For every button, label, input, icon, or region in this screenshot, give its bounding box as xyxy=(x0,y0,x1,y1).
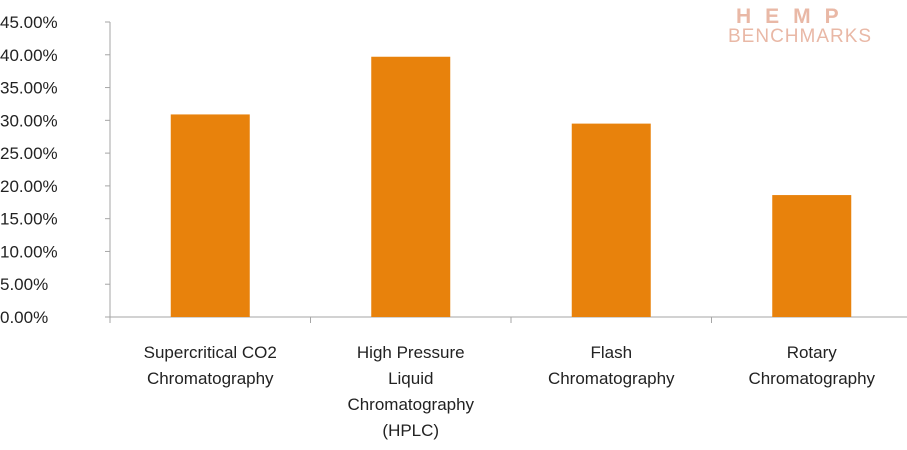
y-tick-label: 35.00% xyxy=(0,79,58,98)
y-tick-label: 0.00% xyxy=(0,308,48,327)
x-category-label: Chromatography xyxy=(347,395,474,414)
x-category-label: (HPLC) xyxy=(382,421,439,440)
y-tick-label: 10.00% xyxy=(0,242,58,261)
y-axis-tick-labels: 0.00% 5.00% 10.00% 15.00% 20.00% 25.00% 30.00%… xyxy=(0,13,58,327)
x-axis-category-labels: Supercritical CO2 Chromatography High Pres… xyxy=(144,343,876,440)
logo-text-bottom: BENCHMARKS xyxy=(728,26,872,47)
bar xyxy=(371,56,451,317)
bar xyxy=(772,195,852,317)
y-tick-label: 15.00% xyxy=(0,210,58,229)
bar xyxy=(170,114,250,317)
bar-series xyxy=(170,56,852,317)
x-category-label: High Pressure xyxy=(357,343,465,362)
y-tick-label: 25.00% xyxy=(0,144,58,163)
bar xyxy=(571,123,651,317)
x-category-label: Flash xyxy=(590,343,632,362)
x-category-label: Supercritical CO2 xyxy=(144,343,277,362)
y-tick-label: 40.00% xyxy=(0,46,58,65)
x-category-label: Liquid xyxy=(388,369,433,388)
logo-text-top: HEMP xyxy=(736,5,853,28)
y-tick-label: 20.00% xyxy=(0,177,58,196)
x-category-label: Chromatography xyxy=(748,369,875,388)
hemp-benchmarks-logo: HEMP BENCHMARKS xyxy=(728,5,872,47)
x-category-label: Chromatography xyxy=(147,369,274,388)
y-tick-label: 5.00% xyxy=(0,275,48,294)
y-tick-label: 45.00% xyxy=(0,13,58,32)
x-category-label: Rotary xyxy=(787,343,838,362)
y-tick-label: 30.00% xyxy=(0,111,58,130)
x-category-label: Chromatography xyxy=(548,369,675,388)
